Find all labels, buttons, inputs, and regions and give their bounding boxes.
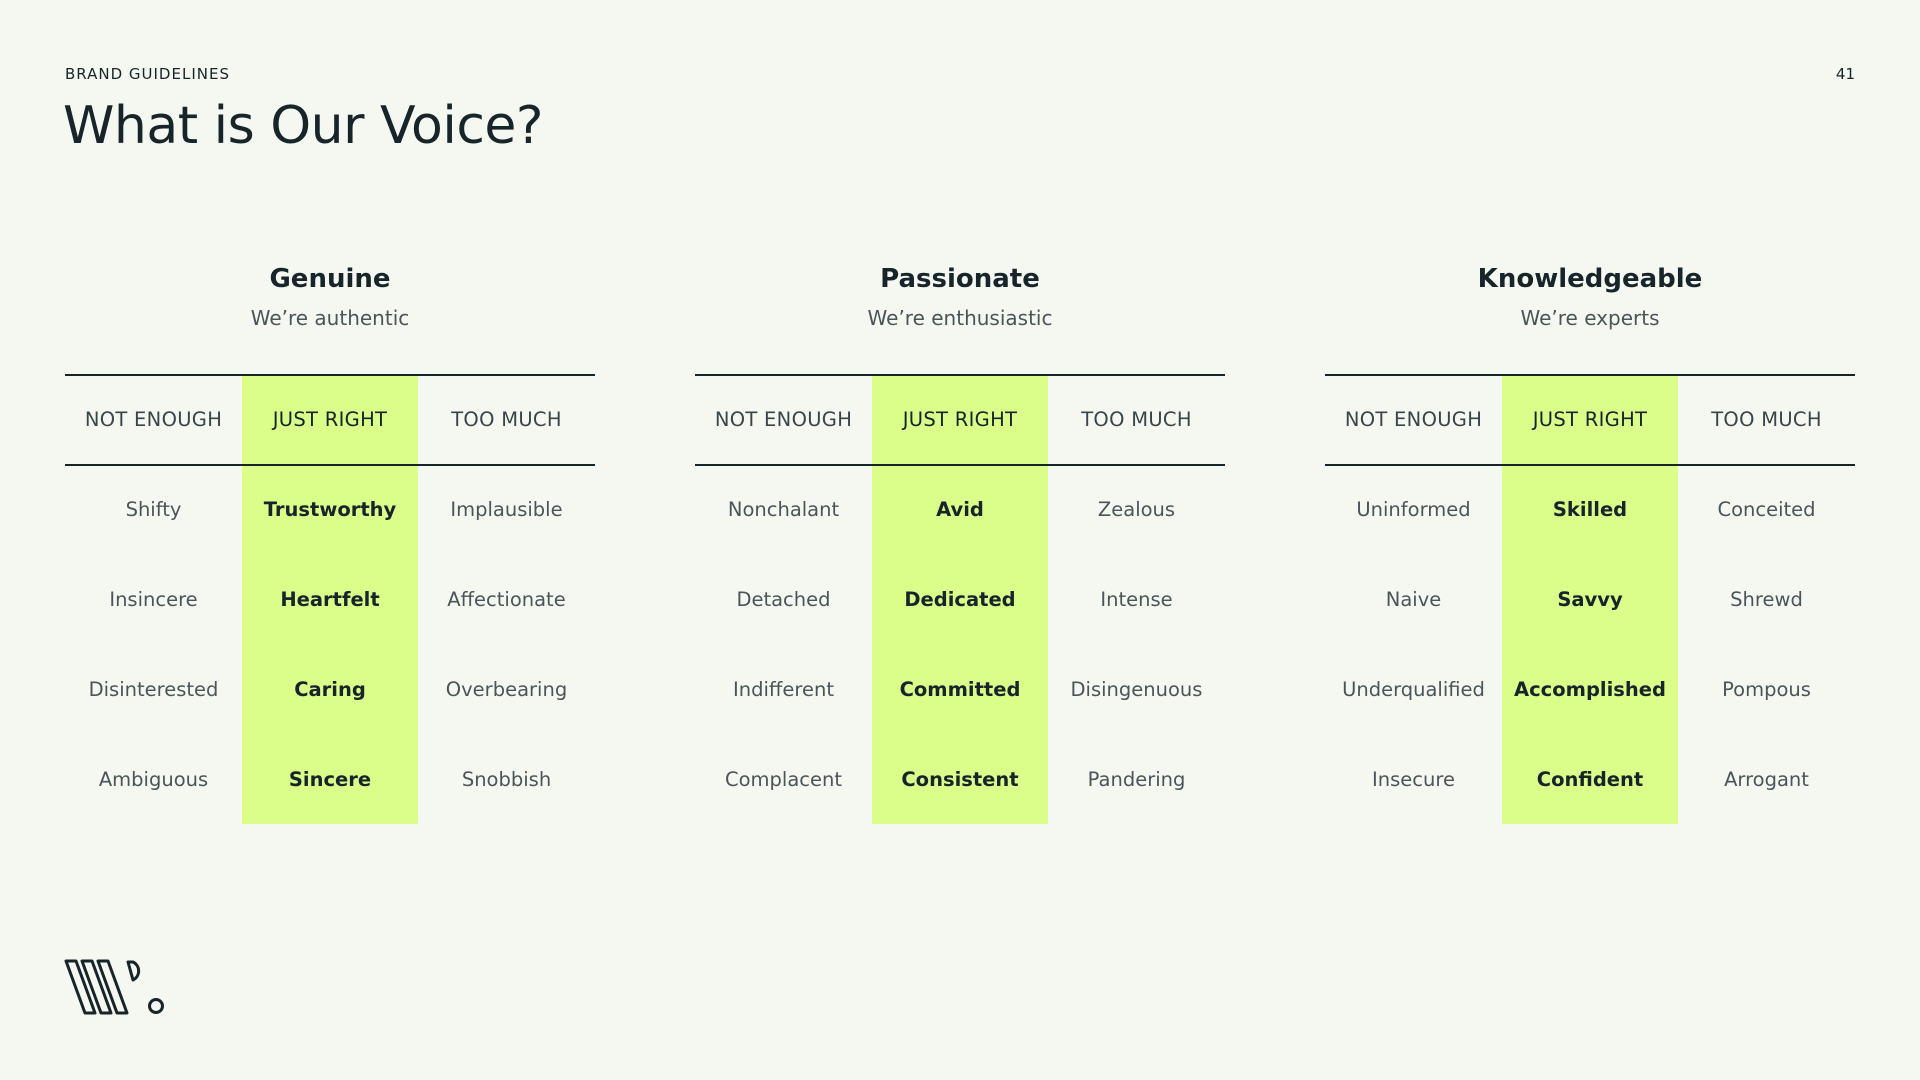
cell-not-enough: Detached [736, 587, 831, 611]
header-not-enough: NOT ENOUGH [84, 407, 223, 431]
cell-just-right: Trustworthy [263, 497, 397, 521]
voice-column-knowledgeable: Knowledgeable We’re experts NOT ENOUGH J… [1325, 262, 1855, 824]
cell-too-much: Implausible [450, 497, 563, 521]
header-too-much: TOO MUCH [1711, 407, 1822, 431]
cell-not-enough: Ambiguous [98, 767, 209, 791]
cell-just-right: Caring [294, 677, 366, 701]
cell-too-much: Intense [1100, 587, 1173, 611]
header-not-enough: NOT ENOUGH [1344, 407, 1483, 431]
column-heading: Knowledgeable [1477, 264, 1703, 294]
voice-scale-table: NOT ENOUGH JUST RIGHT TOO MUCH Nonchalan… [695, 374, 1225, 824]
cell-just-right: Heartfelt [280, 587, 380, 611]
column-subheading: We’re enthusiastic [867, 306, 1053, 330]
header-too-much: TOO MUCH [451, 407, 562, 431]
cell-not-enough: Shifty [125, 497, 182, 521]
cell-too-much: Arrogant [1724, 767, 1809, 791]
cell-just-right: Accomplished [1514, 677, 1666, 701]
cell-not-enough: Uninformed [1356, 497, 1471, 521]
divider [1325, 464, 1855, 466]
cell-not-enough: Insecure [1372, 767, 1455, 791]
cell-just-right: Savvy [1557, 587, 1623, 611]
cell-just-right: Sincere [288, 767, 372, 791]
cell-just-right: Avid [936, 497, 984, 521]
divider [695, 464, 1225, 466]
header-just-right: JUST RIGHT [272, 407, 388, 431]
cell-not-enough: Disinterested [88, 677, 219, 701]
cell-too-much: Pandering [1087, 767, 1186, 791]
cell-just-right: Dedicated [904, 587, 1016, 611]
scale-grid: NOT ENOUGH JUST RIGHT TOO MUCH Shifty Tr… [65, 374, 595, 824]
scale-grid: NOT ENOUGH JUST RIGHT TOO MUCH Uninforme… [1325, 374, 1855, 824]
divider [695, 374, 1225, 376]
cell-just-right: Confident [1536, 767, 1644, 791]
voice-scale-table: NOT ENOUGH JUST RIGHT TOO MUCH Shifty Tr… [65, 374, 595, 824]
cell-not-enough: Nonchalant [727, 497, 840, 521]
cell-just-right: Consistent [901, 767, 1019, 791]
cell-just-right: Committed [899, 677, 1021, 701]
cell-too-much: Conceited [1717, 497, 1816, 521]
column-subheading: We’re authentic [250, 306, 410, 330]
cell-not-enough: Insincere [109, 587, 198, 611]
cell-too-much: Overbearing [445, 677, 568, 701]
column-subheading: We’re experts [1520, 306, 1660, 330]
header-just-right: JUST RIGHT [902, 407, 1018, 431]
brand-logo-mark [64, 959, 164, 1015]
page-number: 41 [1835, 65, 1855, 83]
just-right-highlight [242, 374, 418, 824]
cell-not-enough: Indifferent [733, 677, 834, 701]
voice-column-genuine: Genuine We’re authentic NOT ENOUGH JUST … [65, 262, 595, 824]
scale-grid: NOT ENOUGH JUST RIGHT TOO MUCH Nonchalan… [695, 374, 1225, 824]
cell-too-much: Affectionate [447, 587, 566, 611]
divider [65, 374, 595, 376]
cell-too-much: Zealous [1097, 497, 1176, 521]
cell-not-enough: Naive [1385, 587, 1442, 611]
divider [65, 464, 595, 466]
header-not-enough: NOT ENOUGH [714, 407, 853, 431]
just-right-highlight [1502, 374, 1678, 824]
cell-not-enough: Underqualified [1342, 677, 1485, 701]
cell-too-much: Pompous [1722, 677, 1811, 701]
cell-too-much: Disingenuous [1070, 677, 1203, 701]
page-title: What is Our Voice? [63, 96, 544, 156]
divider [1325, 374, 1855, 376]
cell-not-enough: Complacent [724, 767, 842, 791]
header-too-much: TOO MUCH [1081, 407, 1192, 431]
cell-too-much: Snobbish [461, 767, 552, 791]
just-right-highlight [872, 374, 1048, 824]
cell-just-right: Skilled [1552, 497, 1628, 521]
eyebrow: BRAND GUIDELINES [65, 65, 230, 83]
header-just-right: JUST RIGHT [1532, 407, 1648, 431]
column-heading: Genuine [269, 264, 391, 294]
column-heading: Passionate [880, 264, 1040, 294]
voice-column-passionate: Passionate We’re enthusiastic NOT ENOUGH… [695, 262, 1225, 824]
cell-too-much: Shrewd [1730, 587, 1803, 611]
voice-scale-table: NOT ENOUGH JUST RIGHT TOO MUCH Uninforme… [1325, 374, 1855, 824]
